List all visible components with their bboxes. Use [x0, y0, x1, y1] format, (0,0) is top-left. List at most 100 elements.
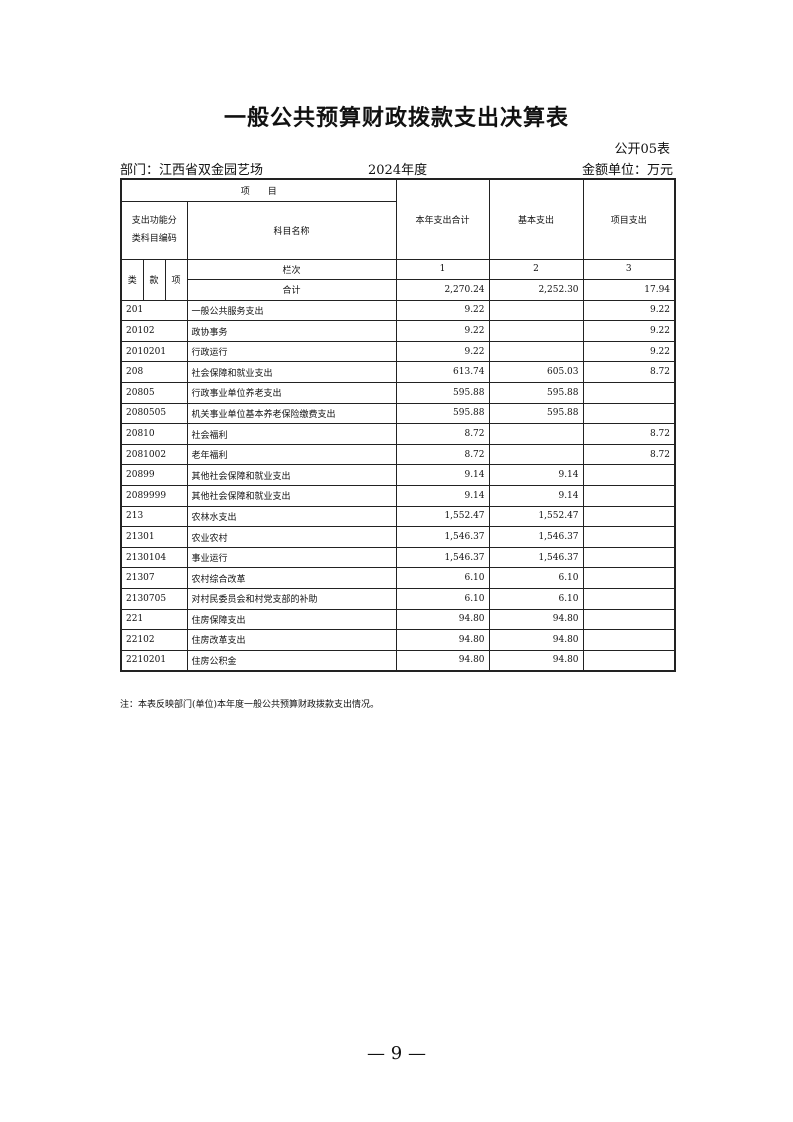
row-basic: 6.10: [488, 567, 584, 589]
row-name: 其他社会保障和就业支出: [186, 485, 397, 507]
row-basic: [488, 320, 584, 342]
row-total: 9.22: [395, 340, 490, 363]
row-name: 老年福利: [186, 443, 397, 466]
header-lanci: 栏次: [186, 258, 397, 281]
sum-total: 2,270.24: [395, 279, 490, 301]
expenditure-table: 项 目 本年支出合计 基本支出 项目支出 支出功能分类科目编码 科目名称 类 款…: [120, 178, 677, 672]
department: 部门：江西省双金园艺场: [120, 163, 264, 178]
row-basic: 605.03: [488, 361, 584, 384]
row-project: 8.72: [582, 423, 676, 445]
row-name: 住房改革支出: [186, 629, 397, 651]
row-code: 20805: [120, 382, 188, 404]
row-total: 595.88: [395, 402, 490, 425]
page-number: — 9 —: [367, 1043, 426, 1064]
row-total: 6.10: [395, 588, 490, 610]
row-basic: 595.88: [488, 402, 584, 425]
row-basic: [488, 443, 584, 466]
page-title: 一般公共预算财政拨款支出决算表: [223, 105, 569, 131]
fiscal-year: 2024年度: [368, 163, 428, 178]
header-lei: 类: [120, 258, 144, 301]
row-total: 9.22: [395, 320, 490, 342]
table-row: 21307 农村综合改革 6.10 6.10: [120, 567, 676, 589]
row-code: 20899: [120, 464, 188, 487]
row-basic: 6.10: [488, 588, 584, 610]
row-project: 9.22: [582, 320, 676, 342]
column-number-1: 1: [395, 258, 490, 281]
header-item: 项 目: [120, 178, 397, 202]
table-row: 22102 住房改革支出 94.80 94.80: [120, 629, 676, 651]
row-basic: 1,546.37: [488, 546, 584, 569]
header-code: 支出功能分类科目编码: [120, 200, 188, 260]
sum-project: 17.94: [582, 279, 676, 301]
row-basic: [488, 423, 584, 445]
row-name: 住房保障支出: [186, 608, 397, 631]
row-name: 事业运行: [186, 546, 397, 569]
row-total: 1,552.47: [395, 505, 490, 528]
row-total: 9.14: [395, 464, 490, 487]
table-row: 2210201 住房公积金 94.80 94.80: [120, 649, 676, 672]
table-row: 208 社会保障和就业支出 613.74 605.03 8.72: [120, 361, 676, 384]
row-project: [582, 588, 676, 610]
row-name: 社会保障和就业支出: [186, 361, 397, 384]
column-number-3: 3: [582, 258, 676, 281]
table-row: 2130705 对村民委员会和村党支部的补助 6.10 6.10: [120, 588, 676, 610]
row-project: [582, 382, 676, 404]
row-code: 2130705: [120, 588, 188, 610]
row-project: 9.22: [582, 299, 676, 322]
table-row: 20805 行政事业单位养老支出 595.88 595.88: [120, 382, 676, 404]
row-project: [582, 485, 676, 507]
row-code: 213: [120, 505, 188, 528]
row-project: [582, 546, 676, 569]
row-project: 9.22: [582, 340, 676, 363]
row-name: 农林水支出: [186, 505, 397, 528]
table-row: 2010201 行政运行 9.22 9.22: [120, 340, 676, 363]
row-project: [582, 629, 676, 651]
row-name: 住房公积金: [186, 649, 397, 672]
form-number: 公开05表: [614, 142, 670, 157]
row-basic: 595.88: [488, 382, 584, 404]
row-project: [582, 402, 676, 425]
row-total: 1,546.37: [395, 546, 490, 569]
amount-unit: 金额单位：万元: [581, 163, 673, 178]
table-row: 213 农林水支出 1,552.47 1,552.47: [120, 505, 676, 528]
row-code: 2210201: [120, 649, 188, 672]
row-project: 8.72: [582, 361, 676, 384]
row-basic: [488, 340, 584, 363]
row-code: 221: [120, 608, 188, 631]
row-code: 20102: [120, 320, 188, 342]
row-total: 8.72: [395, 423, 490, 445]
header-kuan: 款: [142, 258, 166, 301]
row-project: [582, 567, 676, 589]
table-row: 201 一般公共服务支出 9.22 9.22: [120, 299, 676, 322]
sum-row: 合计 2,270.24 2,252.30 17.94: [121, 279, 676, 301]
row-code: 2010201: [120, 340, 188, 363]
row-basic: 9.14: [488, 464, 584, 487]
row-total: 8.72: [395, 443, 490, 466]
row-total: 613.74: [395, 361, 490, 384]
sum-label: 合计: [186, 279, 397, 301]
row-code: 21301: [120, 526, 188, 548]
row-project: [582, 526, 676, 548]
row-name: 一般公共服务支出: [186, 299, 397, 322]
row-code: 20810: [120, 423, 188, 445]
row-name: 行政运行: [186, 340, 397, 363]
table-row: 2081002 老年福利 8.72 8.72: [120, 443, 676, 466]
table-note: 注：本表反映部门(单位)本年度一般公共预算财政拨款支出情况。: [120, 700, 380, 710]
row-project: [582, 608, 676, 631]
table-row: 20102 政协事务 9.22 9.22: [120, 320, 676, 342]
header-basic: 基本支出: [488, 178, 584, 260]
row-total: 595.88: [395, 382, 490, 404]
row-code: 2130104: [120, 546, 188, 569]
row-code: 22102: [120, 629, 188, 651]
row-code: 208: [120, 361, 188, 384]
row-code: 21307: [120, 567, 188, 589]
meta-line: 部门：江西省双金园艺场 2024年度 金额单位：万元: [120, 159, 673, 178]
row-basic: 94.80: [488, 608, 584, 631]
row-name: 农村综合改革: [186, 567, 397, 589]
table-row: 2130104 事业运行 1,546.37 1,546.37: [120, 546, 676, 569]
row-total: 94.80: [395, 649, 490, 672]
table-row: 221 住房保障支出 94.80 94.80: [120, 608, 676, 631]
row-name: 对村民委员会和村党支部的补助: [186, 588, 397, 610]
row-name: 行政事业单位养老支出: [186, 382, 397, 404]
row-name: 社会福利: [186, 423, 397, 445]
